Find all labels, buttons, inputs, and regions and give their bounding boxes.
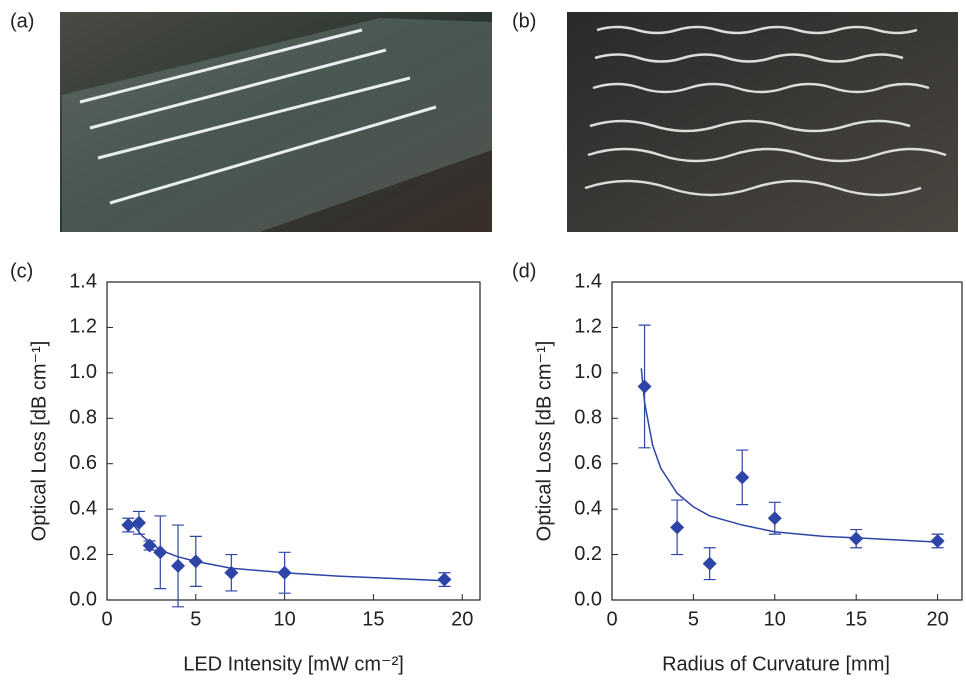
panel-label: (c) xyxy=(10,260,33,282)
y-tick-label: 0.0 xyxy=(574,588,602,610)
x-axis-label: LED Intensity [mW cm⁻²] xyxy=(183,653,404,675)
y-tick-label: 1.2 xyxy=(574,316,602,338)
data-point xyxy=(121,518,136,533)
data-point xyxy=(930,533,945,548)
data-point xyxy=(188,554,203,569)
x-tick-label: 5 xyxy=(190,608,201,630)
data-point xyxy=(735,470,750,485)
data-point xyxy=(702,556,717,571)
panel-label: (a) xyxy=(10,10,34,32)
x-axis-label: Radius of Curvature [mm] xyxy=(662,653,890,675)
x-tick-label: 0 xyxy=(606,608,617,630)
fit-curve xyxy=(640,368,938,543)
y-tick-label: 0.4 xyxy=(574,497,602,519)
data-point xyxy=(437,572,452,587)
data-point xyxy=(131,515,146,530)
plot-frame xyxy=(106,281,481,601)
y-tick-label: 0.6 xyxy=(574,452,602,474)
data-point xyxy=(224,565,239,580)
x-tick-label: 15 xyxy=(362,608,384,630)
panel-label: (d) xyxy=(512,260,536,282)
data-point xyxy=(171,558,186,573)
x-tick-label: 10 xyxy=(273,608,295,630)
data-point xyxy=(153,545,168,560)
data-point xyxy=(142,538,157,553)
x-tick-label: 5 xyxy=(688,608,699,630)
y-tick-label: 0.8 xyxy=(69,407,97,429)
x-tick-label: 15 xyxy=(845,608,867,630)
data-point xyxy=(767,511,782,526)
data-point xyxy=(849,531,864,546)
y-tick-label: 0.2 xyxy=(69,543,97,565)
y-tick-label: 0.6 xyxy=(69,452,97,474)
x-tick-label: 10 xyxy=(764,608,786,630)
y-tick-label: 1.4 xyxy=(574,270,602,292)
y-tick-label: 0.2 xyxy=(574,543,602,565)
y-tick-label: 1.0 xyxy=(69,361,97,383)
y-tick-label: 1.4 xyxy=(69,270,97,292)
data-point xyxy=(277,565,292,580)
photo-a xyxy=(60,12,492,232)
photo-b xyxy=(567,12,958,232)
plot-frame xyxy=(611,281,963,601)
panel-label: (b) xyxy=(512,10,536,32)
data-point xyxy=(637,379,652,394)
y-axis-label: Optical Loss [dB cm⁻¹] xyxy=(533,341,555,542)
x-tick-label: 0 xyxy=(101,608,112,630)
data-point xyxy=(670,520,685,535)
y-axis-label: Optical Loss [dB cm⁻¹] xyxy=(28,341,50,542)
y-tick-label: 0.0 xyxy=(69,588,97,610)
x-tick-label: 20 xyxy=(926,608,948,630)
x-tick-label: 20 xyxy=(451,608,473,630)
y-tick-label: 0.8 xyxy=(574,407,602,429)
y-tick-label: 1.2 xyxy=(69,316,97,338)
y-tick-label: 0.4 xyxy=(69,497,97,519)
y-tick-label: 1.0 xyxy=(574,361,602,383)
